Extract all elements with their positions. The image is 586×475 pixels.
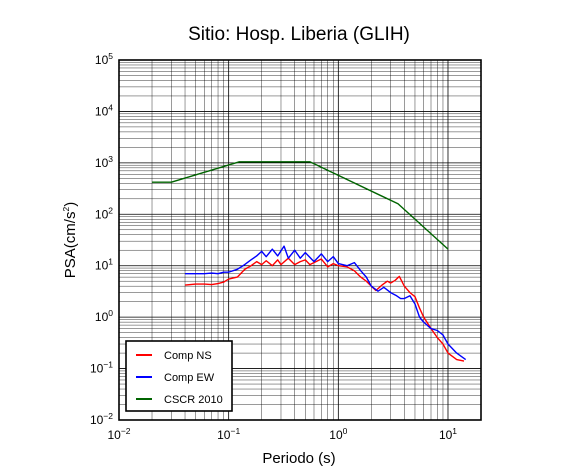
y-tick-labels: 10−2 10−1 100 101 102 103 104 105 <box>90 51 113 427</box>
x-tick-labels: 10−2 10−1 100 101 <box>107 426 457 442</box>
y-tick-label: 100 <box>95 308 113 324</box>
x-tick-label: 10−1 <box>217 426 240 442</box>
y-tick-label: 10−1 <box>90 360 113 376</box>
x-tick-label: 101 <box>439 426 457 442</box>
grid-minor <box>119 60 482 420</box>
legend-label: Comp EW <box>164 372 215 384</box>
series-line-cscr-2010 <box>152 161 449 250</box>
axes-frame <box>118 59 482 421</box>
x-axis-label: Periodo (s) <box>262 450 335 467</box>
y-axis-label-end: ) <box>62 202 79 207</box>
series-line-comp-ns <box>184 257 465 362</box>
legend-label: Comp NS <box>164 350 212 362</box>
y-axis-label-sup: 2 <box>61 207 71 212</box>
legend: Comp NS Comp EW CSCR 2010 <box>125 340 233 412</box>
x-tick-label: 100 <box>329 426 347 442</box>
y-tick-label: 103 <box>95 154 113 170</box>
series-line-comp-ew <box>185 245 467 361</box>
series-layer <box>152 161 467 362</box>
y-axis-label-base: PSA(cm/s <box>62 212 79 279</box>
y-tick-label: 102 <box>95 205 113 221</box>
x-tick-label: 10−2 <box>107 426 130 442</box>
chart-title: Sitio: Hosp. Liberia (GLIH) <box>188 24 410 45</box>
y-tick-label: 105 <box>95 51 113 67</box>
legend-label: CSCR 2010 <box>164 394 223 406</box>
plot-frame <box>118 59 482 421</box>
y-tick-label: 101 <box>95 257 113 273</box>
y-tick-label: 10−2 <box>90 411 113 427</box>
y-tick-label: 104 <box>95 102 113 118</box>
y-axis-label: PSA(cm/s2) <box>61 202 79 278</box>
